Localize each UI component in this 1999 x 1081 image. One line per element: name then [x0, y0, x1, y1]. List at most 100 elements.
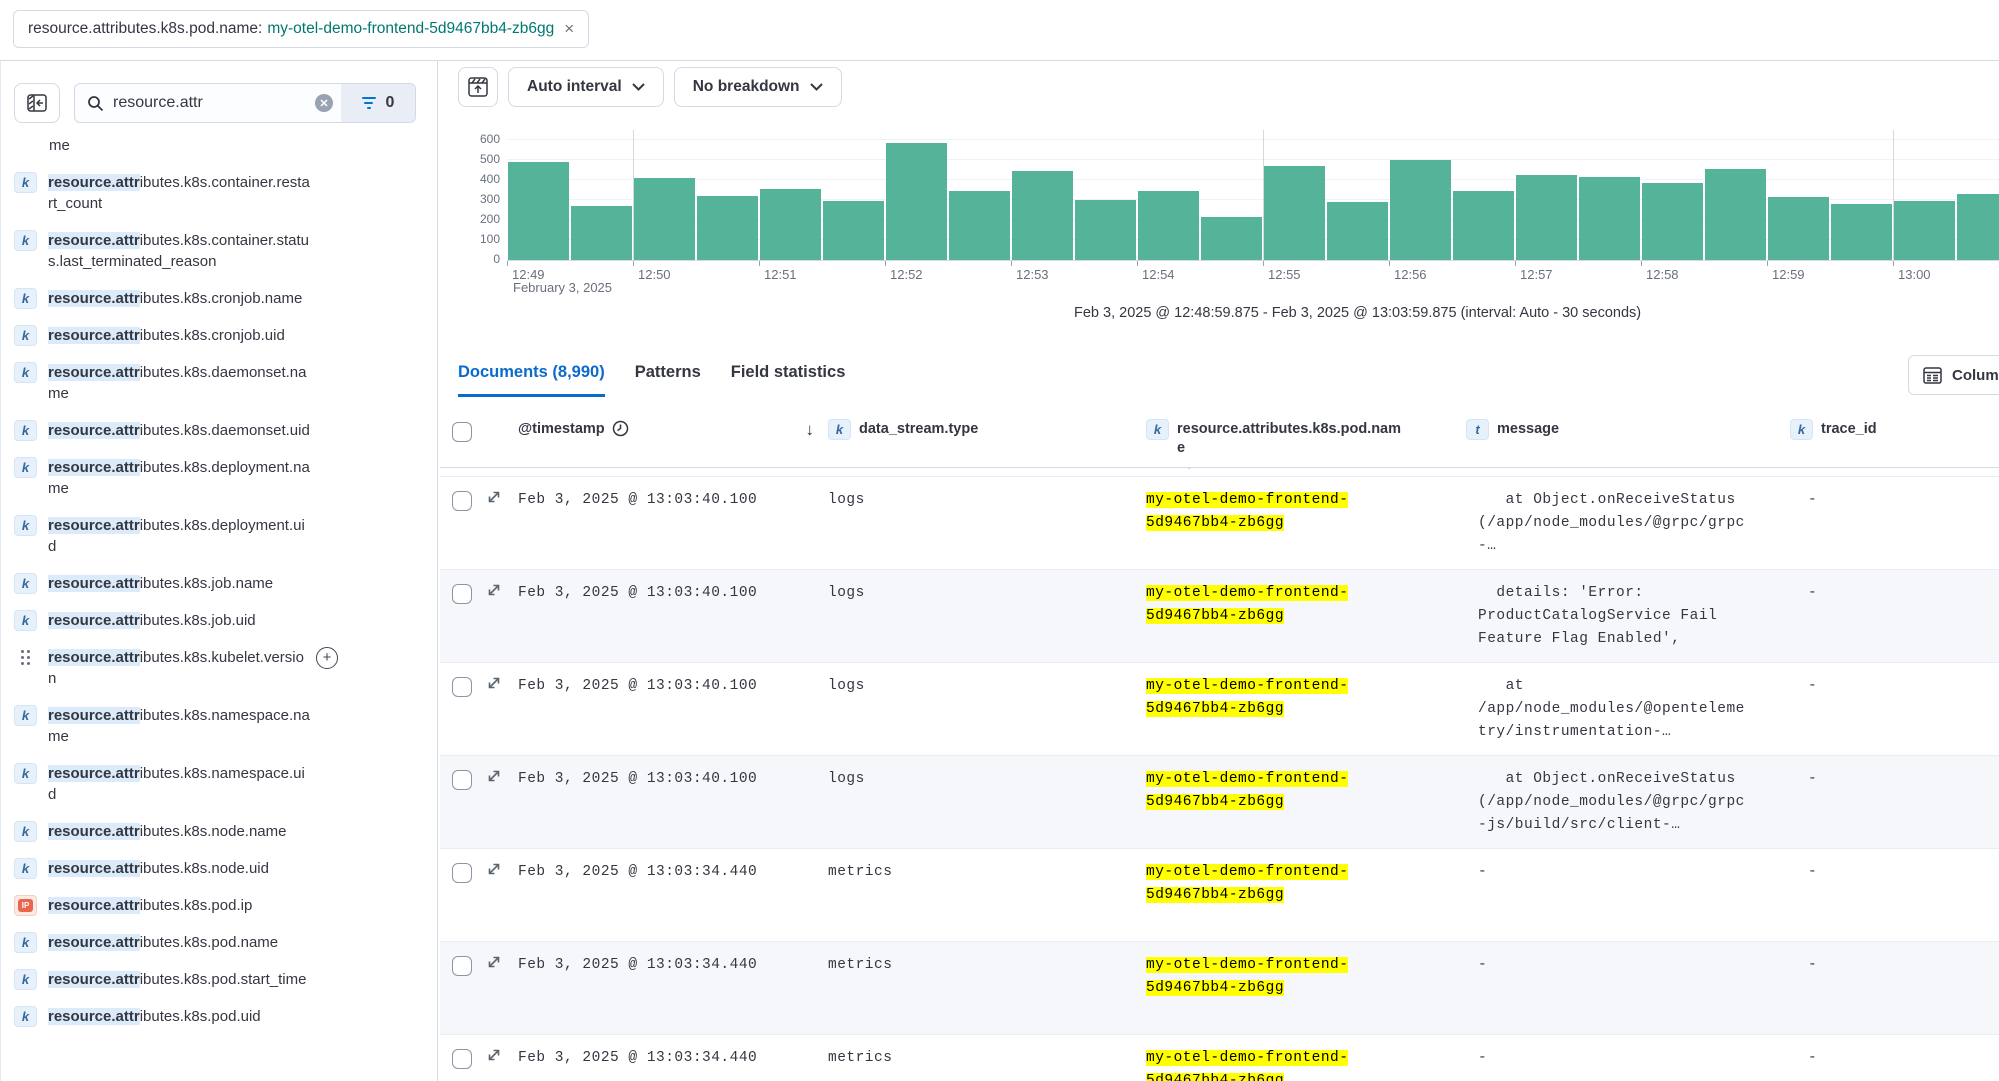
field-list-item[interactable]: k resource.attributes.k8s.container.resta…: [14, 172, 437, 214]
tab-documents[interactable]: Documents (8,990): [458, 357, 605, 397]
histogram-bar[interactable]: [886, 143, 947, 260]
row-checkbox[interactable]: [452, 491, 472, 511]
collapse-sidebar-button[interactable]: [14, 83, 60, 123]
expand-document-icon[interactable]: [486, 1047, 512, 1063]
histogram-bar[interactable]: [1579, 177, 1640, 260]
histogram-bar[interactable]: [1516, 175, 1577, 260]
field-list-item[interactable]: k resource.attributes.k8s.cronjob.uid: [14, 325, 437, 346]
column-header-data-stream-type[interactable]: k data_stream.type: [828, 419, 1146, 467]
x-axis-tick: [1641, 261, 1642, 266]
expand-document-icon[interactable]: [486, 675, 512, 691]
field-list-item[interactable]: k resource.attributes.k8s.pod.uid: [14, 1006, 437, 1027]
field-list-item[interactable]: k resource.attributes.k8s.daemonset.uid: [14, 420, 437, 441]
tab-field-statistics[interactable]: Field statistics: [730, 363, 846, 381]
highlighted-pod-name: my-otel-demo-frontend-: [1146, 585, 1349, 601]
x-axis-tick-label: 12:57: [1520, 267, 1553, 282]
expand-document-icon[interactable]: [486, 861, 512, 877]
histogram-bar[interactable]: [1201, 217, 1262, 260]
cell-message: -: [1478, 1050, 1488, 1066]
ip-token-icon: IP: [14, 895, 37, 916]
field-list-item[interactable]: k resource.attributes.k8s.container.statu…: [14, 230, 437, 272]
histogram-bar[interactable]: [1012, 171, 1073, 260]
histogram-bar[interactable]: [634, 178, 695, 260]
select-all-checkbox[interactable]: [452, 422, 472, 442]
row-checkbox[interactable]: [452, 770, 472, 790]
expand-document-icon[interactable]: [486, 954, 512, 970]
histogram-bar[interactable]: [1894, 201, 1955, 260]
columns-button[interactable]: Columns: [1908, 355, 1999, 395]
histogram-baseline: [507, 260, 1999, 261]
cell-timestamp: Feb 3, 2025 @ 13:03:40.100: [518, 585, 758, 601]
highlighted-pod-name: 5d9467bb4-zb6gg: [1146, 701, 1285, 717]
field-list-item[interactable]: IP resource.attributes.k8s.pod.ip: [14, 895, 437, 916]
field-list-item[interactable]: k resource.attributes.k8s.node.name: [14, 821, 437, 842]
row-checkbox[interactable]: [452, 1049, 472, 1069]
histogram-bar[interactable]: [1390, 160, 1451, 260]
field-list-item[interactable]: k resource.attributes.k8s.deployment.name: [14, 457, 437, 499]
field-list-item[interactable]: k resource.attributes.k8s.job.name: [14, 573, 437, 594]
table-header-row: @timestamp ↓ k data_stream.type k resour…: [440, 410, 1999, 468]
histogram-bar[interactable]: [1138, 191, 1199, 260]
results-tabs: Documents (8,990) Patterns Field statist…: [458, 357, 845, 397]
field-list-item[interactable]: k resource.attributes.k8s.deployment.uid: [14, 515, 437, 557]
field-list-item[interactable]: k resource.attributes.k8s.daemonset.name: [14, 362, 437, 404]
field-list-item[interactable]: k resource.attributes.k8s.job.uid: [14, 610, 437, 631]
field-list-item[interactable]: k resource.attributes.k8s.pod.start_time: [14, 969, 437, 990]
field-list-item-clipped[interactable]: me: [49, 137, 70, 154]
histogram-bar[interactable]: [949, 191, 1010, 260]
x-axis-tick-label: 12:52: [890, 267, 923, 282]
histogram-bar[interactable]: [760, 189, 821, 260]
histogram-bar[interactable]: [823, 201, 884, 260]
histogram-plot[interactable]: [507, 130, 1999, 260]
column-header-pod-name[interactable]: k resource.attributes.k8s.pod.name: [1146, 419, 1466, 467]
field-search-input[interactable]: resource.attr ✕: [75, 94, 341, 112]
column-header-message[interactable]: t message: [1466, 419, 1790, 467]
x-axis-tick: [1893, 261, 1894, 266]
row-checkbox[interactable]: [452, 956, 472, 976]
histogram-bar[interactable]: [1264, 166, 1325, 260]
field-list-item[interactable]: k resource.attributes.k8s.pod.name: [14, 932, 437, 953]
add-field-button[interactable]: +: [316, 647, 338, 669]
histogram-bar[interactable]: [697, 196, 758, 260]
field-name-highlight: resource.attr: [48, 174, 140, 191]
field-list-item[interactable]: resource.attributes.k8s.kubelet.version +: [14, 647, 437, 689]
histogram-bar[interactable]: [1327, 202, 1388, 260]
edit-visualization-button[interactable]: [458, 67, 498, 107]
breakdown-dropdown[interactable]: No breakdown: [673, 67, 842, 107]
histogram-bar[interactable]: [571, 206, 632, 260]
histogram-bar[interactable]: [1768, 197, 1829, 260]
cell-pod-name: my-otel-demo-frontend- 5d9467bb4-zb6gg: [1146, 954, 1466, 1034]
field-filters-button[interactable]: 0: [341, 84, 415, 122]
remove-filter-icon[interactable]: ×: [564, 19, 575, 38]
histogram-bar[interactable]: [1705, 169, 1766, 260]
row-expand-cell: [486, 768, 512, 848]
field-list-item[interactable]: k resource.attributes.k8s.namespace.name: [14, 705, 437, 747]
histogram-bar[interactable]: [1453, 191, 1514, 260]
keyword-token-icon: k: [14, 457, 37, 478]
histogram-bar[interactable]: [1831, 204, 1892, 260]
field-list-item[interactable]: k resource.attributes.k8s.namespace.uid: [14, 763, 437, 805]
drag-handle-icon[interactable]: [14, 647, 37, 668]
expand-document-icon[interactable]: [486, 768, 512, 784]
interval-dropdown[interactable]: Auto interval: [508, 67, 664, 107]
expand-document-icon[interactable]: [486, 582, 512, 598]
histogram-bar[interactable]: [1642, 183, 1703, 260]
sort-descending-icon[interactable]: ↓: [805, 420, 815, 439]
field-list-item[interactable]: k resource.attributes.k8s.node.uid: [14, 858, 437, 879]
column-header-timestamp[interactable]: @timestamp ↓: [512, 420, 828, 467]
time-range-caption: Feb 3, 2025 @ 12:48:59.875 - Feb 3, 2025…: [1074, 305, 1642, 321]
filter-pill[interactable]: resource.attributes.k8s.pod.name: my-ote…: [13, 10, 590, 48]
cell-pod-name: my-otel-demo-frontend- 5d9467bb4-zb6gg: [1146, 1047, 1466, 1081]
field-list-item[interactable]: k resource.attributes.k8s.cronjob.name: [14, 288, 437, 309]
histogram-bar[interactable]: [508, 162, 569, 260]
timestamp-header-label: @timestamp: [518, 421, 605, 437]
tab-patterns[interactable]: Patterns: [634, 363, 701, 381]
column-header-trace-id[interactable]: k trace_id: [1790, 419, 1999, 467]
expand-document-icon[interactable]: [486, 489, 512, 505]
histogram-bar[interactable]: [1075, 200, 1136, 260]
row-checkbox[interactable]: [452, 863, 472, 883]
histogram-bar[interactable]: [1957, 194, 1999, 260]
row-checkbox[interactable]: [452, 677, 472, 697]
row-checkbox[interactable]: [452, 584, 472, 604]
clear-search-icon[interactable]: ✕: [315, 94, 333, 112]
